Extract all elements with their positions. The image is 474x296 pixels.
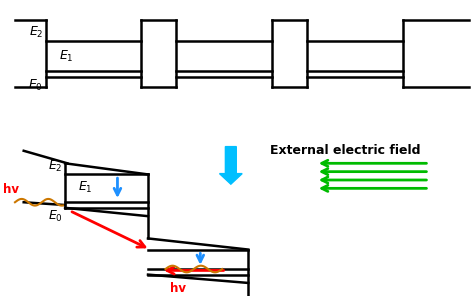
Text: $E_0$: $E_0$ bbox=[48, 209, 63, 224]
FancyArrow shape bbox=[219, 147, 242, 184]
Text: $E_2$: $E_2$ bbox=[48, 158, 63, 173]
Text: External electric field: External electric field bbox=[270, 144, 420, 157]
Text: hv: hv bbox=[3, 183, 18, 196]
Text: $E_1$: $E_1$ bbox=[78, 179, 93, 194]
Text: $E_2$: $E_2$ bbox=[29, 25, 43, 40]
Text: $E_1$: $E_1$ bbox=[59, 49, 73, 64]
Text: hv: hv bbox=[170, 281, 186, 295]
Text: $E_0$: $E_0$ bbox=[28, 78, 43, 93]
